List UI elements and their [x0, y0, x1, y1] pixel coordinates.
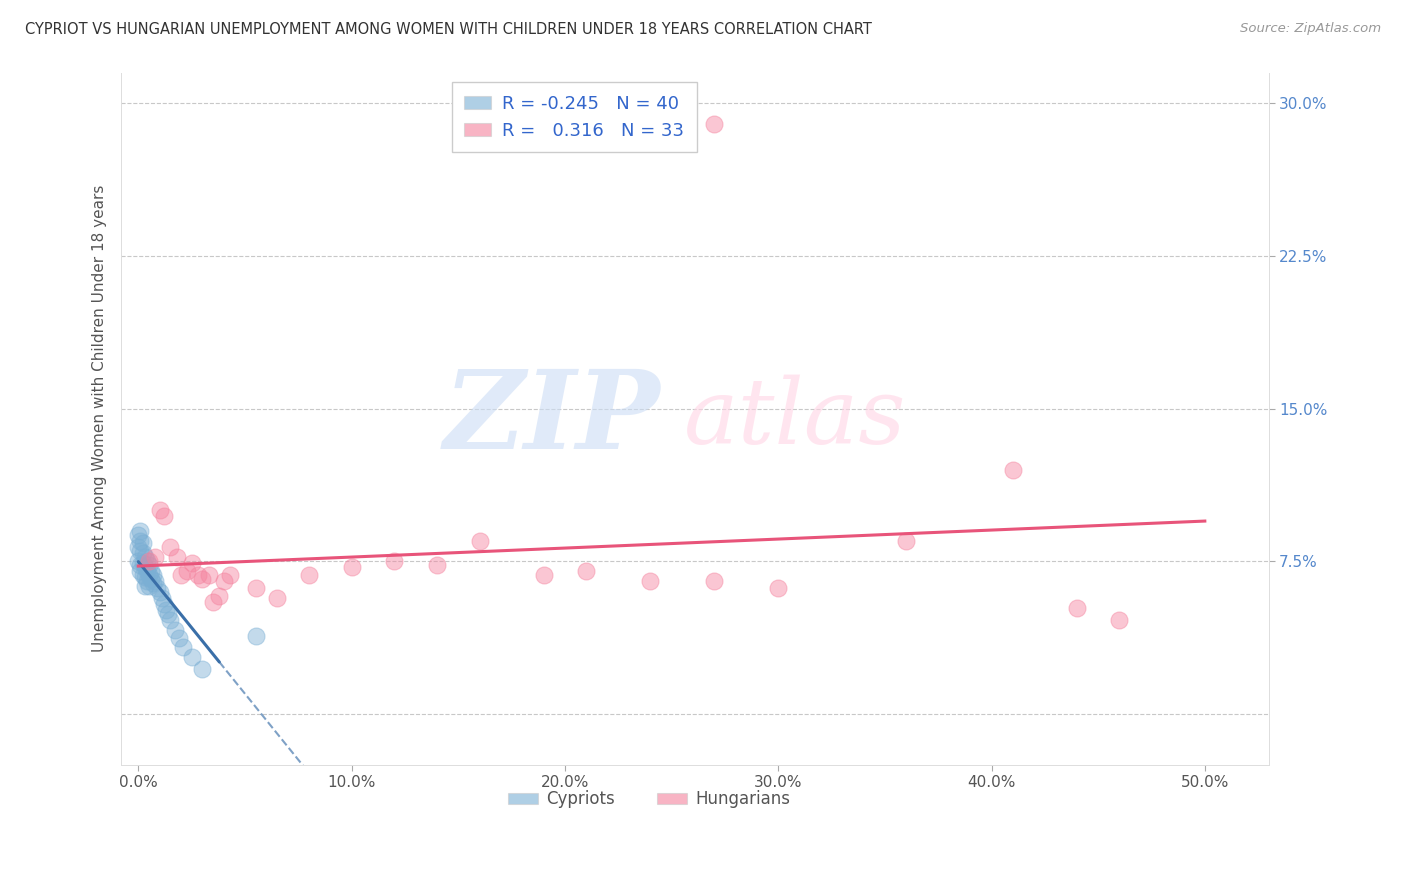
Point: [638, 574, 661, 589]
Point: [153, 509, 176, 524]
Point: [266, 591, 288, 605]
Point: [134, 578, 156, 592]
Point: [197, 568, 219, 582]
Point: [163, 624, 186, 638]
Text: atlas: atlas: [683, 375, 905, 463]
Point: [575, 564, 598, 578]
Point: [129, 544, 152, 558]
Point: [150, 591, 173, 605]
Point: [129, 564, 152, 578]
Point: [149, 503, 172, 517]
Point: [766, 581, 789, 595]
Y-axis label: Unemployment Among Women with Children Under 18 years: Unemployment Among Women with Children U…: [93, 185, 107, 652]
Point: [143, 574, 166, 589]
Point: [146, 581, 169, 595]
Point: [245, 581, 267, 595]
Point: [139, 573, 162, 587]
Point: [191, 573, 214, 587]
Point: [176, 564, 198, 578]
Point: [134, 549, 156, 564]
Point: [219, 568, 242, 582]
Point: [166, 549, 188, 564]
Point: [159, 540, 181, 554]
Point: [245, 629, 267, 643]
Point: [187, 568, 209, 582]
Point: [703, 117, 725, 131]
Legend: Cypriots, Hungarians: Cypriots, Hungarians: [502, 784, 797, 815]
Point: [155, 603, 177, 617]
Point: [129, 558, 152, 573]
Point: [129, 533, 152, 548]
Point: [143, 549, 166, 564]
Text: Source: ZipAtlas.com: Source: ZipAtlas.com: [1240, 22, 1381, 36]
Point: [127, 540, 149, 554]
Point: [208, 589, 231, 603]
Point: [153, 597, 176, 611]
Point: [167, 632, 190, 646]
Point: [170, 568, 193, 582]
Point: [138, 568, 160, 582]
Point: [468, 533, 491, 548]
Point: [1066, 601, 1088, 615]
Point: [1001, 462, 1024, 476]
Point: [896, 533, 918, 548]
Point: [142, 576, 165, 591]
Point: [340, 560, 363, 574]
Point: [533, 568, 555, 582]
Point: [134, 570, 156, 584]
Point: [135, 554, 157, 568]
Point: [131, 556, 153, 570]
Point: [157, 607, 180, 621]
Point: [159, 613, 181, 627]
Point: [135, 574, 157, 589]
Point: [180, 556, 202, 570]
Point: [142, 568, 165, 582]
Point: [426, 558, 449, 573]
Point: [138, 578, 160, 592]
Point: [172, 640, 194, 654]
Point: [127, 554, 149, 568]
Point: [134, 560, 156, 574]
Point: [703, 574, 725, 589]
Point: [138, 558, 160, 573]
Point: [149, 584, 172, 599]
Point: [298, 568, 321, 582]
Point: [201, 595, 224, 609]
Text: ZIP: ZIP: [444, 365, 661, 473]
Point: [131, 546, 153, 560]
Point: [191, 662, 214, 676]
Point: [1108, 613, 1130, 627]
Point: [138, 554, 160, 568]
Text: CYPRIOT VS HUNGARIAN UNEMPLOYMENT AMONG WOMEN WITH CHILDREN UNDER 18 YEARS CORRE: CYPRIOT VS HUNGARIAN UNEMPLOYMENT AMONG …: [25, 22, 872, 37]
Point: [382, 554, 405, 568]
Point: [212, 574, 235, 589]
Point: [135, 564, 157, 578]
Point: [131, 536, 153, 550]
Point: [127, 527, 149, 541]
Point: [180, 649, 202, 664]
Point: [129, 524, 152, 538]
Point: [139, 564, 162, 578]
Point: [131, 568, 153, 582]
